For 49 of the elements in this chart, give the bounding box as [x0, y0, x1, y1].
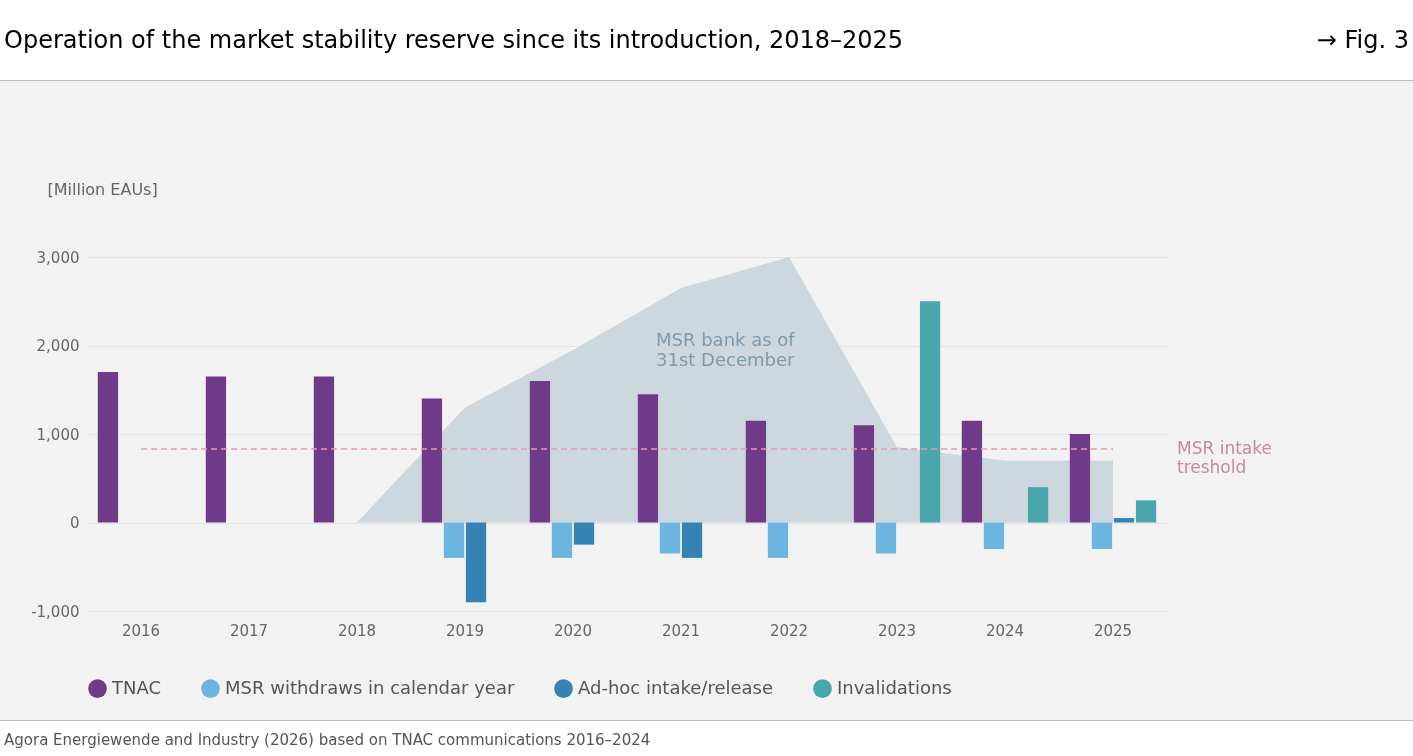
x-tick-label: 2016: [121, 621, 161, 640]
bar: [659, 522, 681, 554]
bar: [1135, 500, 1157, 523]
x-tick-label: 2020: [553, 621, 593, 640]
bar: [919, 301, 941, 523]
x-tick-label: 2021: [661, 621, 701, 640]
bar: [1113, 518, 1135, 523]
x-tick-label: 2024: [985, 621, 1025, 640]
legend-label: Invalidations: [837, 676, 952, 698]
bar: [421, 398, 443, 523]
legend-label: TNAC: [111, 676, 162, 698]
text: → Fig. 3: [1316, 26, 1409, 54]
bar: [97, 372, 119, 523]
x-tick-label: 2017: [229, 621, 269, 640]
bar: [1027, 487, 1049, 523]
x-tick-label: 2025: [1093, 621, 1133, 640]
y-axis-title: [Million EAUs]: [47, 179, 158, 199]
y-tick-label: 2,000: [36, 337, 80, 355]
bar: [853, 425, 875, 523]
bar: [875, 522, 897, 554]
series-label: MSR bank as of 31st December: [656, 329, 796, 370]
y-tick-label: 3,000: [36, 248, 80, 267]
text: Agora Energiewende and Industry (2026) based on TNAC communications 2016–2024: [0, 720, 1413, 756]
legend-label: MSR withdraws in calendar year: [225, 676, 515, 698]
bar: [313, 376, 335, 523]
bar: [1091, 522, 1113, 550]
bar: [745, 420, 767, 523]
x-tick-label: 2022: [769, 621, 809, 640]
y-tick-label: 1,000: [36, 425, 80, 444]
y-tick-label: -1,000: [31, 602, 80, 621]
bar: [443, 522, 465, 558]
chart-title: Operation of the market stability reserve since its introduction, 2018–2025: [4, 26, 904, 54]
bar: [961, 420, 983, 523]
bar: [983, 522, 1005, 550]
bar: [637, 394, 659, 523]
x-tick-label: 2018: [337, 621, 377, 640]
bar: [465, 522, 487, 603]
bar: [767, 522, 789, 558]
y-tick-label: 0: [69, 514, 80, 532]
x-tick-label: 2023: [877, 621, 917, 640]
x-tick-label: 2019: [445, 621, 485, 640]
bar: [551, 522, 573, 558]
bar: [1069, 434, 1091, 523]
legend-label: Ad-hoc intake/release: [578, 676, 774, 698]
bar: [573, 522, 595, 545]
ref-line-label: MSR intake treshold: [1177, 438, 1272, 478]
bar: [681, 522, 703, 558]
bar: [205, 376, 227, 523]
bar: [529, 380, 551, 523]
